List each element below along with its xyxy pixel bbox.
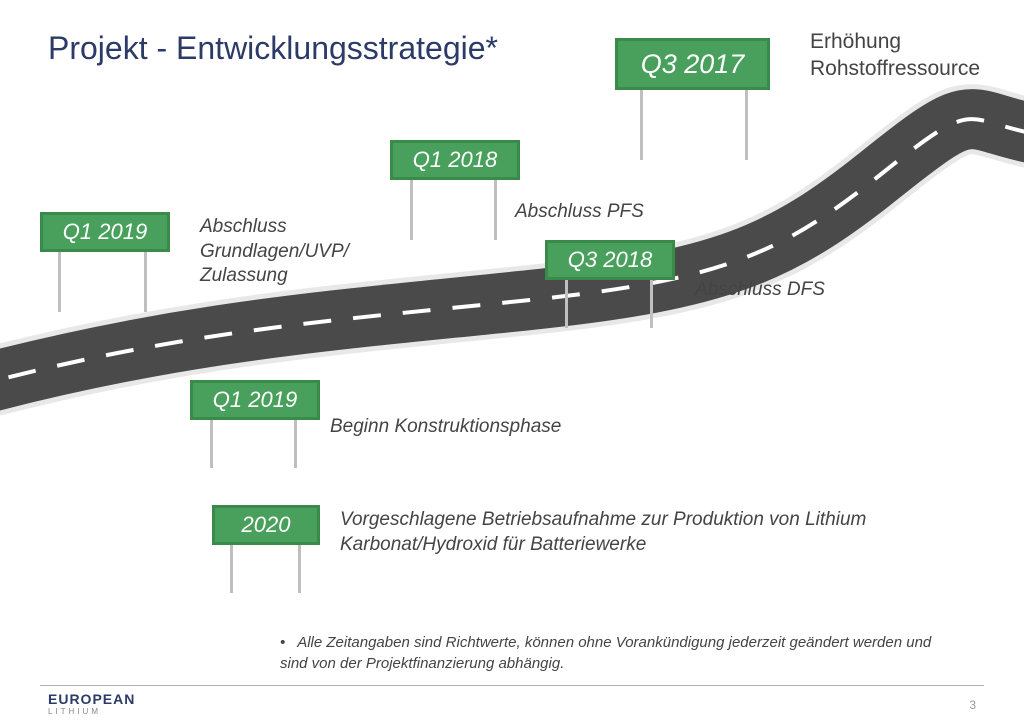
page-title: Projekt - Entwicklungsstrategie* [48,30,498,67]
milestone-sign-q3-2018: Q3 2018 [545,240,675,280]
subtitle-line2: Rohstoffressource [810,57,980,80]
sign-post [565,280,568,328]
page-number: 3 [969,698,976,712]
sign-post [210,420,213,468]
footnote-bullet: • [280,634,285,651]
sign-post [640,90,643,160]
footer-divider [40,685,984,686]
milestone-sign-q1-2018: Q1 2018 [390,140,520,180]
sign-post [58,252,61,312]
road-graphic [0,0,1024,724]
milestone-label-y2020: Vorgeschlagene Betriebsaufnahme zur Prod… [340,508,866,557]
subtitle-line1: Erhöhung [810,30,901,53]
sign-post [410,180,413,240]
sign-post [230,545,233,593]
milestone-label-q1-2019a: Abschluss Grundlagen/UVP/ Zulassung [200,215,349,289]
footnote-text: Alle Zeitangaben sind Richtwerte, können… [280,634,931,672]
milestone-sign-q1-2019a: Q1 2019 [40,212,170,252]
milestone-label-q1-2018: Abschluss PFS [515,200,644,225]
subtitle-right: Erhöhung Rohstoffressource [810,28,980,83]
brand-logo: EUROPEAN LITHIUM [48,691,135,716]
milestone-sign-y2020: 2020 [212,505,320,545]
sign-post [298,545,301,593]
footnote: • Alle Zeitangaben sind Richtwerte, könn… [280,632,940,674]
sign-post [650,280,653,328]
milestone-label-q1-2019b: Beginn Konstruktionsphase [330,415,561,440]
milestone-sign-q1-2019b: Q1 2019 [190,380,320,420]
milestone-sign-q3-2017: Q3 2017 [615,38,770,90]
sign-post [494,180,497,240]
logo-main: EUROPEAN [48,691,135,707]
sign-post [144,252,147,312]
sign-post [745,90,748,160]
sign-post [294,420,297,468]
milestone-label-q3-2018: Abschluss DFS [695,278,825,303]
logo-sub: LITHIUM [48,707,135,716]
